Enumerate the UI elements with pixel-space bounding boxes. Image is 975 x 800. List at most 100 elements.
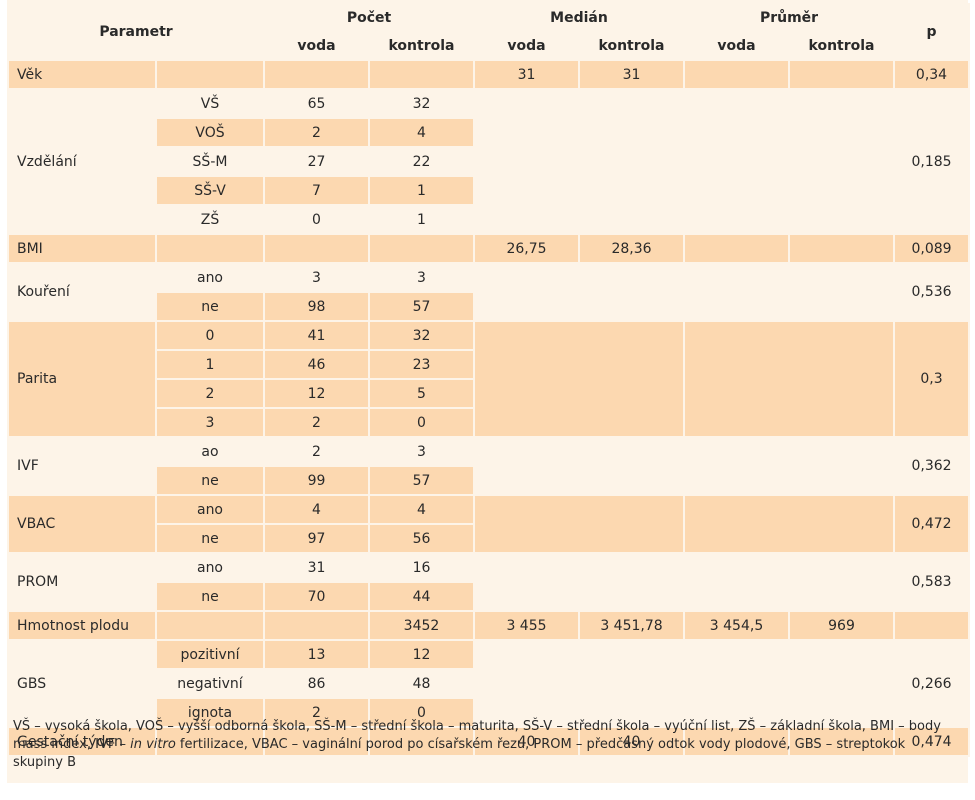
cell-pocet-voda: 2 [263,436,370,467]
row-label: Gestační týden [7,726,157,757]
table-row: ne 70 44 [8,581,969,612]
row-label: IVF [7,436,157,496]
cell-pocet-voda: 46 [263,349,370,380]
cell-pocet-kontrola: 0 [368,697,475,728]
cell-pocet-voda: 2 [263,697,370,728]
cell-median-kontrola: 3 451,78 [577,610,686,641]
cell-p: 0,089 [893,233,971,264]
table-row: Parita 0 41 32 0,3 [7,320,971,438]
table-row: Kouření ano 3 3 0,536 [7,262,971,322]
cell-pocet-voda: 99 [263,465,370,496]
table-row: ZŠ 0 1 [8,204,969,235]
cell-median-voda: 26,75 [473,233,580,264]
cell-pocet-voda: 2 [263,407,370,438]
cell-pocet-voda: 2 [263,117,370,148]
header-parametr: Parametr [7,3,265,61]
row-label: Kouření [7,262,157,322]
cell-p: 0,583 [893,552,971,612]
header-pocet-voda: voda [263,31,370,61]
table-row: BMI 26,75 28,36 0,089 [7,233,971,264]
cell-p: 0,362 [893,436,971,496]
cell-sub: ne [155,465,265,496]
cell-p: 0,34 [893,59,971,90]
table-row: SŠ-V 7 1 [8,175,969,206]
row-label: Vzdělání [7,88,157,235]
header-median-kontrola: kontrola [577,31,686,61]
cell-pocet-kontrola: 12 [368,639,475,670]
header-prumer-kontrola: kontrola [788,31,896,61]
cell-pocet-kontrola: 3452 [368,610,475,641]
cell-pocet-kontrola: 0 [368,407,475,438]
table-row: 2 12 5 [8,378,969,409]
table-row: ne 99 57 [8,465,969,496]
cell-pocet-voda: 4 [263,494,370,525]
row-label: BMI [7,233,157,264]
cell-pocet-kontrola: 16 [368,552,475,583]
cell-p: 0,474 [893,726,971,757]
table-row: Hmotnost plodu 3452 3 455 3 451,78 3 454… [7,610,971,641]
table-row: SŠ-M 27 22 [8,146,969,177]
cell-median-voda: 31 [473,59,580,90]
table-row: Gestační týden 40 40 0,474 [7,726,971,757]
row-label: Věk [7,59,157,90]
row-label: Hmotnost plodu [7,610,157,641]
cell-median-kontrola: 28,36 [577,233,686,264]
cell-pocet-voda: 31 [263,552,370,583]
cell-median-voda: 40 [473,726,580,757]
cell-sub: SŠ-M [155,146,265,177]
header-prumer: Průměr [683,3,896,33]
cell-pocet-kontrola: 32 [368,88,475,119]
header-p: p [893,3,971,61]
cell-sub: ne [155,523,265,554]
cell-sub: ne [155,581,265,612]
cell-pocet-voda: 13 [263,639,370,670]
cell-pocet-voda: 70 [263,581,370,612]
cell-sub: ao [155,436,265,467]
row-label: PROM [7,552,157,612]
cell-sub: ignota [155,697,265,728]
cell-sub: negativní [155,668,265,699]
cell-sub: 0 [155,320,265,351]
cell-pocet-kontrola: 22 [368,146,475,177]
cell-pocet-voda: 12 [263,378,370,409]
cell-sub: 3 [155,407,265,438]
cell-pocet-kontrola: 4 [368,117,475,148]
cell-p: 0,536 [893,262,971,322]
table-row: ne 97 56 [8,523,969,554]
cell-pocet-kontrola: 32 [368,320,475,351]
cell-pocet-voda: 27 [263,146,370,177]
cell-p: 0,266 [893,639,971,728]
cell-pocet-voda: 3 [263,262,370,293]
header-median-voda: voda [473,31,580,61]
cell-median-kontrola: 31 [577,59,686,90]
cell-sub: VŠ [155,88,265,119]
row-label: Parita [7,320,157,438]
cell-pocet-kontrola: 1 [368,204,475,235]
cell-pocet-voda: 97 [263,523,370,554]
cell-p: 0,472 [893,494,971,554]
cell-pocet-kontrola: 23 [368,349,475,380]
table-row: 1 46 23 [8,349,969,380]
cell-prumer-kontrola: 969 [788,610,896,641]
row-label: GBS [7,639,157,728]
cell-sub: pozitivní [155,639,265,670]
cell-sub: ZŠ [155,204,265,235]
cell-sub: SŠ-V [155,175,265,206]
table-row: ignota 2 0 [8,697,969,728]
cell-median-kontrola: 40 [577,726,686,757]
cell-pocet-kontrola: 56 [368,523,475,554]
table-row: VBAC ano 4 4 0,472 [7,494,971,554]
cell-sub: ano [155,262,265,293]
cell-pocet-voda: 0 [263,204,370,235]
cell-pocet-voda: 7 [263,175,370,206]
cell-pocet-kontrola: 57 [368,465,475,496]
cell-pocet-kontrola: 4 [368,494,475,525]
cell-sub: VOŠ [155,117,265,148]
legend-text-1: VŠ – vysoká škola, VOŠ – vyšší odborná š… [13,719,941,752]
cell-sub: ano [155,494,265,525]
header-pocet-kontrola: kontrola [368,31,475,61]
legend-text-2: fertilizace, VBAC – vaginální porod po c… [13,737,906,770]
cell-p: 0,185 [893,88,971,235]
cell-pocet-kontrola: 48 [368,668,475,699]
header-median: Medián [472,3,686,33]
